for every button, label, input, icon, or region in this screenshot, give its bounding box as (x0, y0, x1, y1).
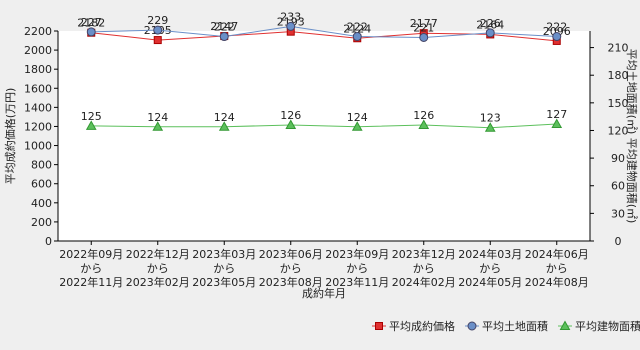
data-label: 126 (280, 109, 301, 122)
point (419, 32, 429, 42)
data-label: 2182 (77, 17, 105, 30)
y-tick-label: 1000 (24, 140, 52, 153)
point (153, 25, 163, 35)
x-tick-label: 2023年06月から 2023年08月 (259, 247, 323, 289)
y-axis-label: 平均成約価格(万円) (3, 88, 17, 185)
point (551, 118, 563, 129)
y-tick-label: 2000 (24, 44, 52, 57)
data-label: 2096 (543, 25, 571, 38)
point (484, 122, 496, 132)
y-tick-label: 800 (31, 159, 52, 172)
point (86, 27, 96, 37)
y2-tick-label: 60 (611, 180, 625, 193)
data-label: 2164 (476, 18, 504, 31)
y-tick-label: 1200 (24, 120, 52, 133)
data-label: 127 (546, 108, 567, 121)
x-tick-label: 2022年12月から 2023年02月 (126, 247, 190, 289)
y-tick-label: 2200 (24, 25, 52, 38)
point (351, 121, 363, 131)
data-label: 222 (214, 21, 235, 34)
legend-label: 平均成約価格 (389, 319, 455, 333)
data-label: 124 (214, 111, 235, 124)
x-tick-label: 2022年09月から 2022年11月 (59, 247, 123, 289)
x-tick-label: 2023年03月から 2023年05月 (192, 247, 256, 289)
point (375, 322, 383, 330)
y2-axis-label: 平均土地面積(㎡) 平均建物面積(㎡) (625, 49, 639, 224)
data-label: 222 (347, 21, 368, 34)
y2-tick-label: 0 (615, 235, 622, 248)
x-tick-label: 2023年12月から 2024年02月 (392, 247, 456, 289)
data-label: 229 (147, 14, 168, 27)
y2-tick-label: 120 (608, 124, 629, 137)
point (286, 21, 296, 31)
y-tick-label: 1600 (24, 82, 52, 95)
point (352, 32, 362, 42)
point (218, 121, 230, 131)
x-axis-label: 成約年月 (302, 286, 346, 300)
y-tick-label: 1800 (24, 63, 52, 76)
data-label: 2147 (210, 20, 238, 33)
y-tick-label: 400 (31, 197, 52, 210)
x-tick-label: 2024年06月から 2024年08月 (525, 247, 589, 289)
point (153, 36, 162, 45)
y-tick-label: 200 (31, 216, 52, 229)
plot-area (58, 31, 590, 241)
series-line (91, 123, 557, 129)
data-label: 226 (480, 17, 501, 30)
point (552, 32, 562, 42)
y2-tick-label: 150 (608, 97, 629, 110)
y2-tick-label: 180 (608, 69, 629, 82)
data-label: 123 (480, 112, 501, 125)
series-line (91, 25, 557, 38)
point (285, 119, 297, 129)
data-label: 2177 (410, 17, 438, 30)
x-tick-label: 2023年09月から 2023年11月 (325, 247, 389, 289)
legend-label: 平均建物面積 (575, 319, 640, 333)
y-tick-label: 600 (31, 178, 52, 191)
y-tick-label: 0 (45, 235, 52, 248)
legend-label: 平均土地面積 (482, 319, 548, 333)
point (467, 321, 477, 331)
point (485, 28, 495, 38)
y2-tick-label: 90 (611, 152, 625, 165)
series-line (91, 31, 557, 42)
data-label: 222 (546, 21, 567, 34)
data-label: 227 (81, 16, 102, 29)
x-tick-label: 2024年03月から 2024年05月 (458, 247, 522, 289)
y-tick-label: 1400 (24, 101, 52, 114)
point (559, 320, 571, 330)
data-label: 2124 (343, 22, 371, 35)
point (85, 120, 97, 130)
y2-tick-label: 210 (608, 42, 629, 55)
y2-tick-label: 30 (611, 207, 625, 220)
data-label: 125 (81, 110, 102, 123)
data-label: 126 (413, 109, 434, 122)
data-label: 124 (147, 111, 168, 124)
data-label: 221 (413, 21, 434, 34)
point (219, 32, 229, 42)
data-label: 124 (347, 111, 368, 124)
point (152, 121, 164, 131)
point (418, 119, 430, 129)
data-label: 233 (280, 10, 301, 23)
